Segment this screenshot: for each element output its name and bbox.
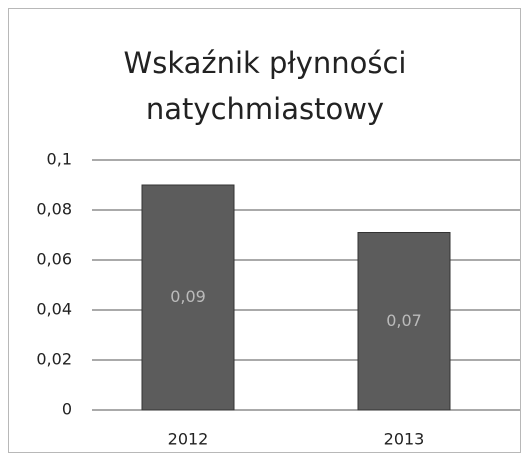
x-tick-label: 2012 <box>168 430 209 449</box>
y-tick-label: 0,04 <box>36 300 72 319</box>
y-tick-label: 0 <box>62 400 72 419</box>
chart-title: Wskaźnik płynności natychmiastowy <box>123 46 407 126</box>
y-tick-label: 0,02 <box>36 350 72 369</box>
y-tick-label: 0,08 <box>36 200 72 219</box>
y-tick-label: 0,06 <box>36 250 72 269</box>
y-tick-label: 0,1 <box>47 150 72 169</box>
chart-frame <box>8 8 521 453</box>
data-label: 0,09 <box>170 287 206 306</box>
x-tick-label: 2013 <box>384 430 425 449</box>
data-label: 0,07 <box>386 311 422 330</box>
bar <box>141 184 235 411</box>
bar <box>357 232 451 411</box>
